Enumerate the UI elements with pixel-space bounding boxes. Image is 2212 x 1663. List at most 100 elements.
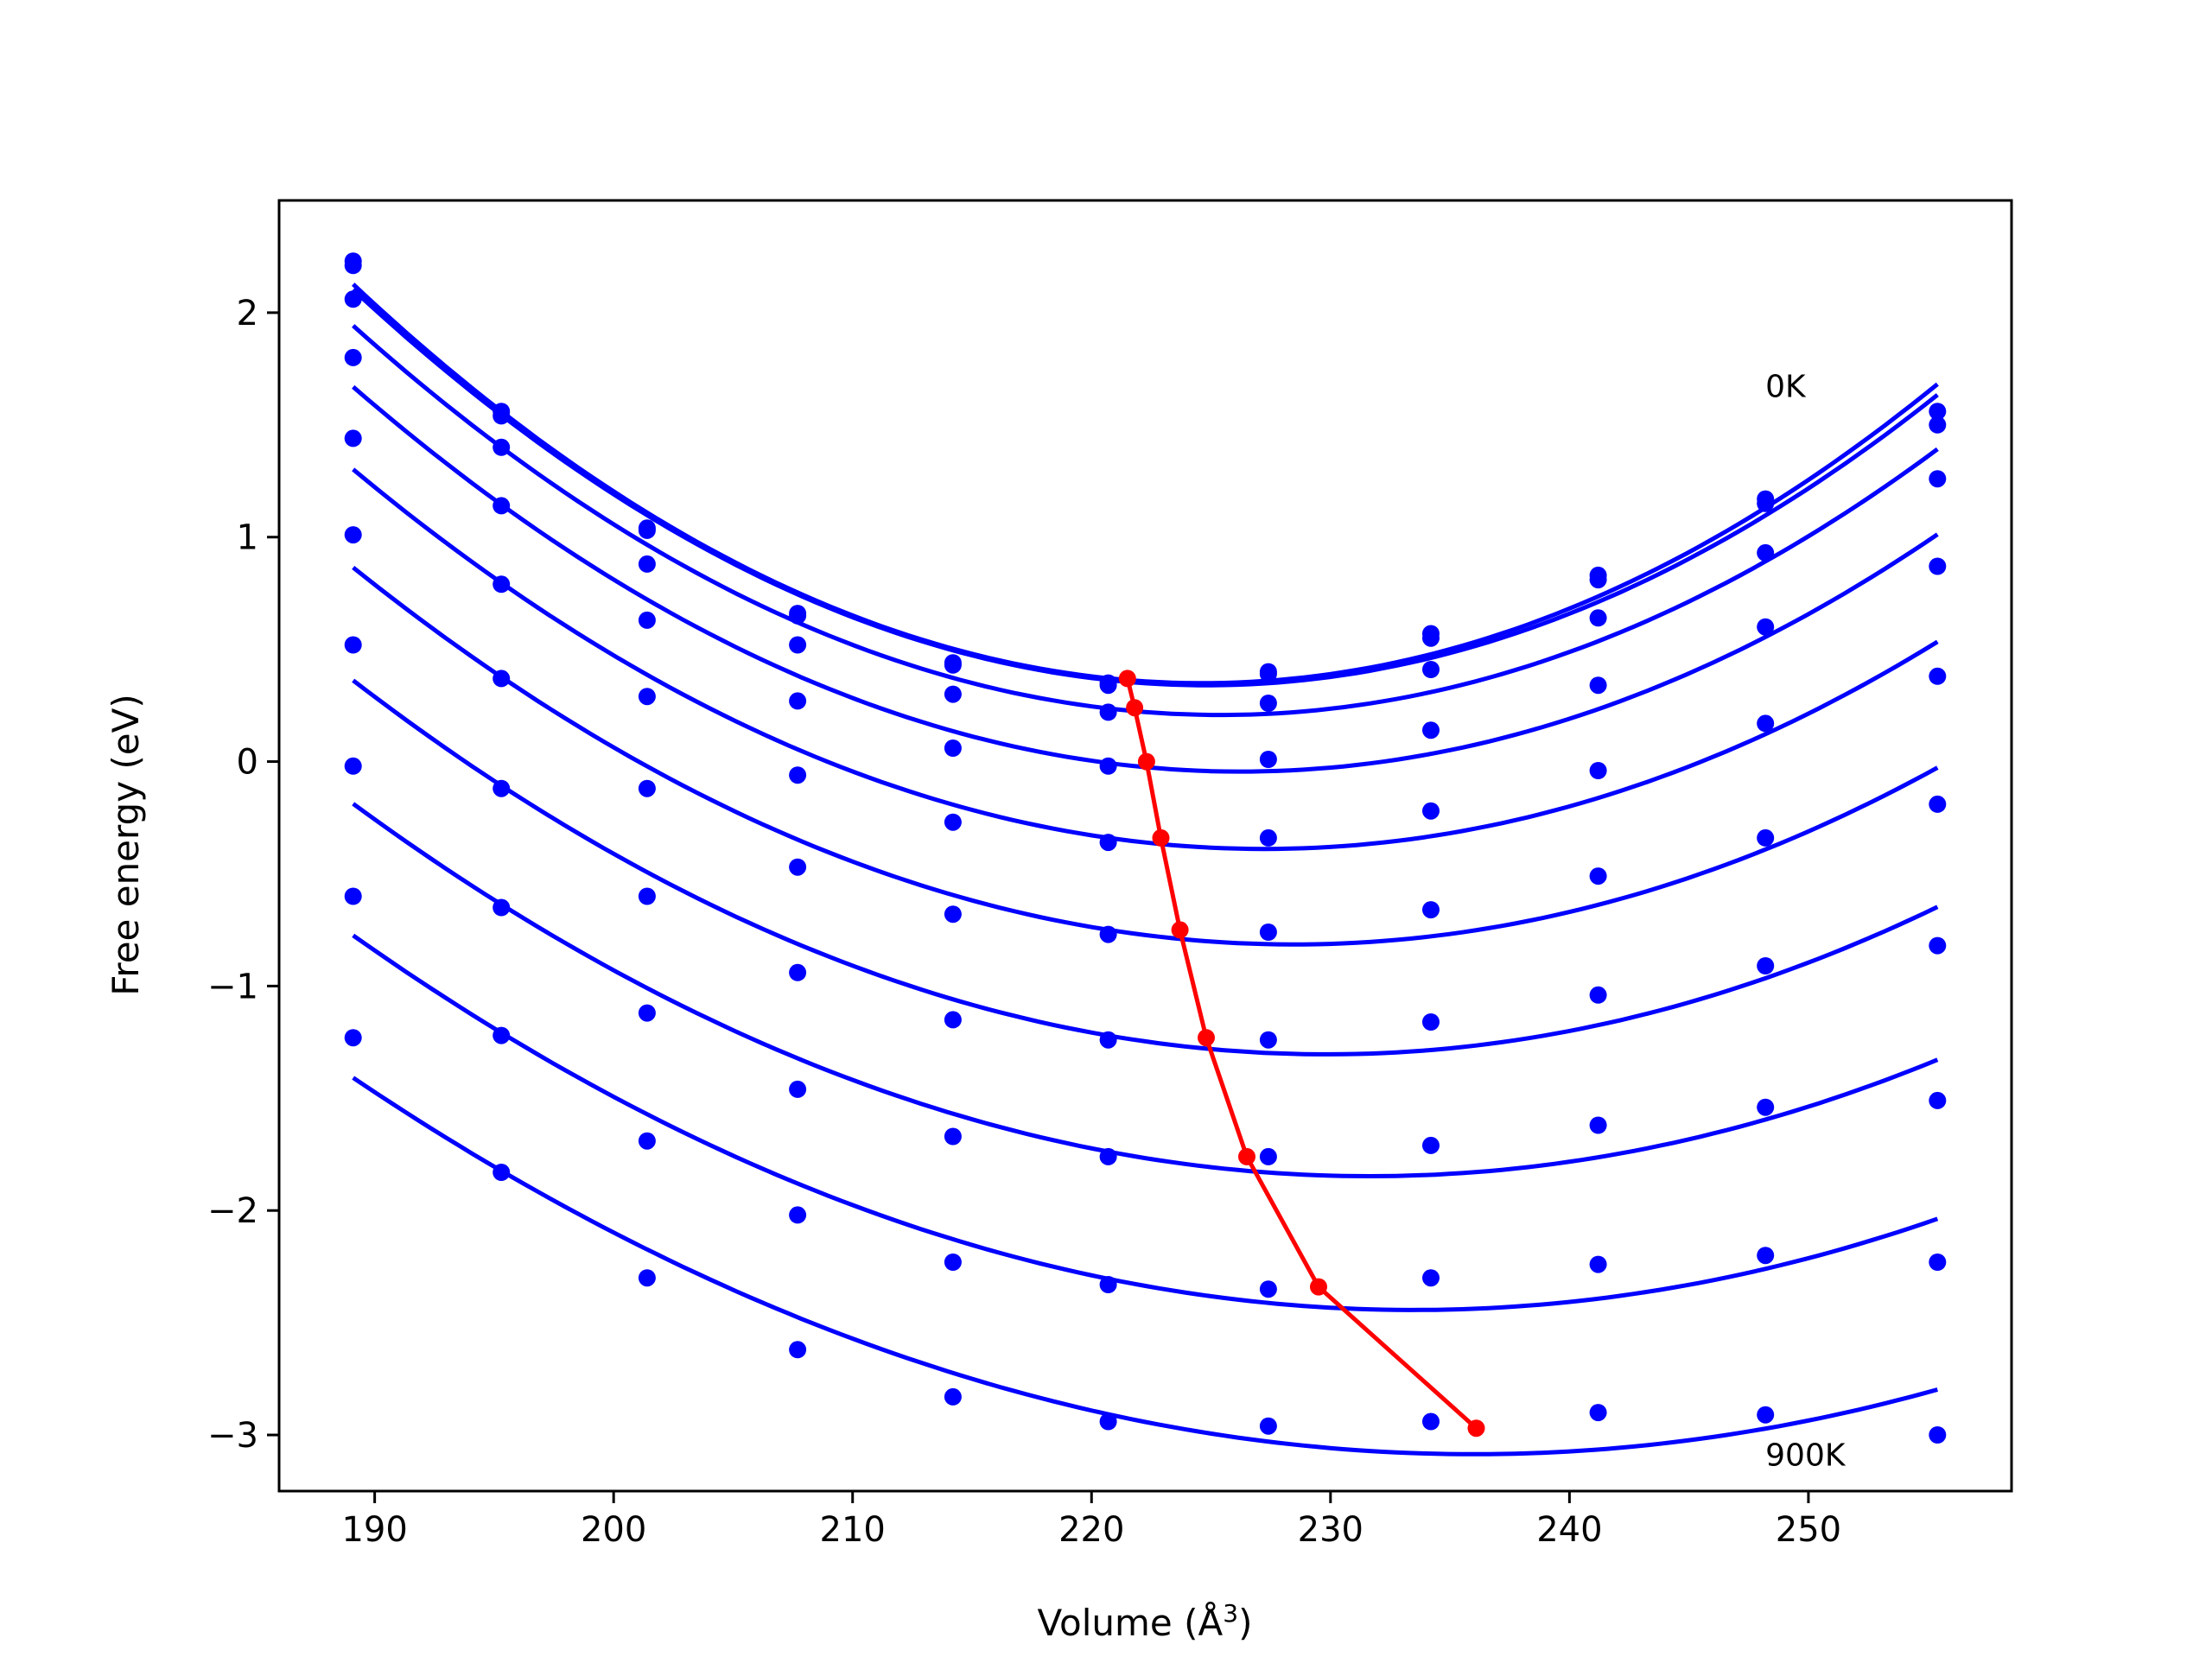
data-point (493, 438, 511, 456)
data-point (944, 685, 962, 703)
data-point (1757, 543, 1775, 562)
data-point (1757, 618, 1775, 636)
data-point (344, 429, 362, 447)
data-points (344, 252, 1947, 1444)
minimum-path-point (1238, 1147, 1255, 1165)
y-tick-label: 2 (237, 294, 258, 333)
data-point (1589, 609, 1607, 627)
data-point (1259, 665, 1277, 683)
data-point (493, 670, 511, 688)
x-axis-label: Volume (Å3) (1038, 1599, 1253, 1644)
data-point (1929, 1426, 1947, 1444)
data-point (789, 606, 807, 625)
y-tick-label: 1 (237, 518, 258, 558)
data-point (1099, 1031, 1117, 1049)
minimum-path-point (1137, 752, 1155, 771)
data-point (1422, 629, 1440, 647)
x-axis-label-close: ) (1238, 1602, 1252, 1644)
data-point (1757, 828, 1775, 847)
minimum-path-point (1126, 699, 1144, 717)
data-point (1757, 1247, 1775, 1265)
x-axis-label-text: Volume (Å (1038, 1601, 1224, 1644)
data-point (1259, 751, 1277, 768)
data-point (944, 1127, 962, 1146)
data-point (789, 963, 807, 981)
minimum-path-point (1467, 1419, 1485, 1438)
data-point (493, 497, 511, 515)
data-point (1259, 1147, 1277, 1165)
data-point (1929, 1091, 1947, 1109)
data-point (789, 1080, 807, 1098)
data-point (1422, 721, 1440, 739)
data-point (1099, 925, 1117, 943)
data-point (1422, 1136, 1440, 1154)
data-point (1422, 802, 1440, 820)
data-point (1929, 795, 1947, 813)
data-point (1589, 571, 1607, 589)
fit-curve-9 (352, 933, 1939, 1312)
data-point (944, 1387, 962, 1406)
data-point (344, 636, 362, 654)
data-point (1589, 867, 1607, 885)
data-point (789, 766, 807, 784)
data-point (493, 898, 511, 917)
data-point (344, 887, 362, 905)
x-tick-label: 220 (1058, 1510, 1124, 1550)
x-axis-label-superscript: 3 (1223, 1599, 1238, 1628)
data-point (1422, 1013, 1440, 1031)
data-point (1259, 1280, 1277, 1298)
data-point (789, 636, 807, 654)
data-point (638, 1269, 656, 1287)
minimum-path-point (1310, 1278, 1327, 1296)
x-tick-label: 240 (1536, 1510, 1602, 1550)
data-point (493, 779, 511, 797)
data-point (1757, 957, 1775, 974)
data-point (493, 1026, 511, 1044)
data-point (1929, 557, 1947, 575)
data-point (1929, 1254, 1947, 1271)
data-point (493, 1164, 511, 1181)
data-point (1589, 1116, 1607, 1134)
minimum-path-point (1171, 921, 1189, 939)
data-point (1259, 828, 1277, 847)
data-point (1099, 676, 1117, 695)
data-point (1422, 1269, 1440, 1287)
data-point (344, 1029, 362, 1047)
data-point (944, 813, 962, 831)
data-point (1929, 416, 1947, 434)
data-point (1757, 1098, 1775, 1116)
data-point (789, 1206, 807, 1224)
data-point (944, 739, 962, 757)
data-point (1589, 986, 1607, 1004)
data-point (944, 1011, 962, 1029)
data-point (1422, 661, 1440, 678)
data-point (1589, 676, 1607, 695)
data-point (1589, 1255, 1607, 1273)
data-point (1757, 494, 1775, 512)
data-point (789, 692, 807, 710)
data-point (1929, 667, 1947, 685)
data-point (1589, 762, 1607, 779)
fit-curve-8 (352, 802, 1939, 1179)
fit-curves (351, 282, 1939, 1457)
data-point (638, 688, 656, 706)
y-tick-label: −2 (207, 1191, 258, 1231)
data-point (638, 779, 656, 797)
plot-area-frame (277, 199, 2013, 1493)
fit-curve-5 (352, 467, 1939, 852)
minimum-path-point (1152, 828, 1170, 847)
data-point (789, 1341, 807, 1359)
data-point (1929, 936, 1947, 955)
annotation-label: 900K (1765, 1438, 1847, 1473)
y-tick-label: −3 (207, 1416, 258, 1456)
data-point (1099, 834, 1117, 852)
data-point (638, 555, 656, 573)
data-point (638, 1004, 656, 1022)
fit-curve-2 (352, 288, 1939, 688)
data-point (344, 757, 362, 775)
data-point (1929, 470, 1947, 488)
data-point (1757, 1406, 1775, 1424)
x-tick-label: 200 (581, 1510, 646, 1550)
